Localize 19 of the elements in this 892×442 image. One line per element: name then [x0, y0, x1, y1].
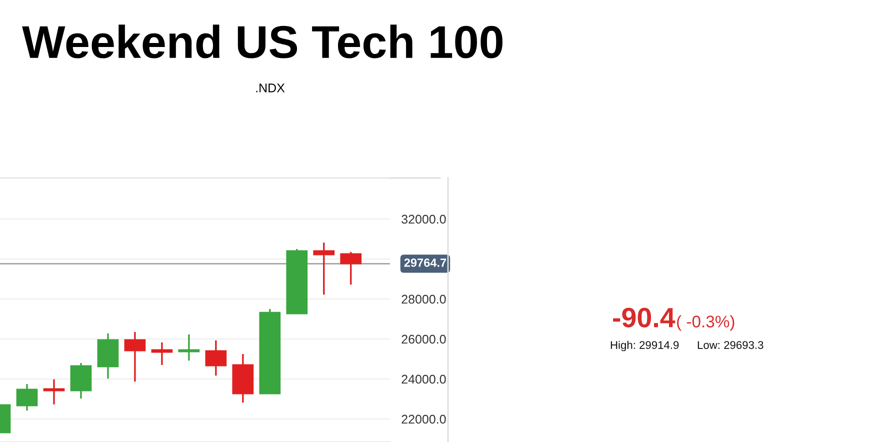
y-tick-label: 32000.0 [402, 214, 446, 224]
y-tick-label: 24000.0 [402, 374, 446, 384]
candlestick [16, 383, 38, 412]
candlestick [313, 242, 335, 296]
y-tick-label: 22000.0 [402, 414, 446, 424]
candlestick [43, 378, 65, 406]
ref-line-label: 29764.7 [404, 258, 446, 267]
text: -90.4 [613, 308, 676, 328]
chart-title: Weekend US Tech 100 [22, 24, 502, 58]
candlestick [340, 251, 362, 286]
candlestick [205, 340, 227, 376]
y-tick-label: 28000.0 [402, 294, 446, 304]
text: High: 29914.9 [610, 340, 679, 352]
candlestick [178, 334, 200, 362]
text: ( -0.3%) [677, 315, 734, 331]
candlestick [124, 331, 146, 382]
chart-subtitle: .NDX [256, 84, 285, 92]
y-tick-label: 26000.0 [402, 334, 446, 344]
text: Low: 29693.3 [698, 341, 764, 349]
